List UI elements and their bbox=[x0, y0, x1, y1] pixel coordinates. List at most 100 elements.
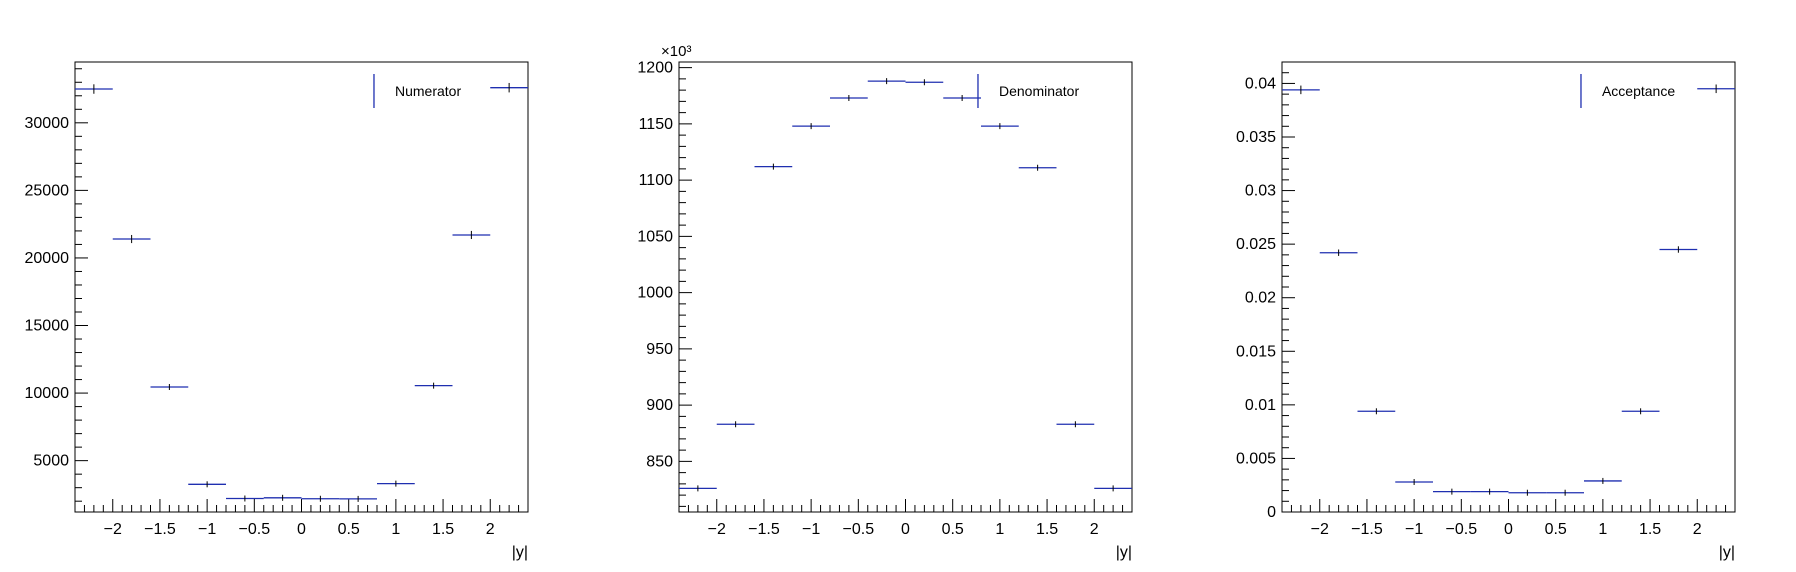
y-tick-label: 0 bbox=[1267, 504, 1276, 521]
x-tick-label: 0.5 bbox=[338, 521, 360, 538]
x-axis-title: |y| bbox=[1719, 544, 1735, 561]
plot-frame bbox=[1281, 61, 1736, 513]
data-point bbox=[830, 95, 868, 101]
plot-frame bbox=[74, 61, 529, 513]
y-tick-label: 900 bbox=[646, 397, 673, 414]
data-point bbox=[1470, 488, 1509, 495]
data-point bbox=[490, 82, 528, 93]
x-tick-label: −2 bbox=[104, 521, 122, 538]
data-point bbox=[1621, 408, 1660, 415]
x-tick-label: −1.5 bbox=[748, 521, 780, 538]
data-point bbox=[1546, 489, 1584, 496]
data-point bbox=[1659, 246, 1698, 253]
data-point bbox=[452, 230, 491, 240]
data-point bbox=[188, 481, 226, 488]
y-tick-label: 5000 bbox=[33, 453, 69, 470]
legend-label: Denominator bbox=[999, 83, 1079, 99]
legend: Numerator bbox=[373, 74, 461, 108]
y-tick-label: 1050 bbox=[637, 228, 673, 245]
data-point bbox=[150, 384, 189, 390]
data-point bbox=[377, 480, 415, 487]
data-point bbox=[339, 495, 377, 502]
data-point bbox=[1018, 164, 1057, 171]
data-point bbox=[1395, 479, 1433, 485]
x-tick-label: 0 bbox=[297, 521, 306, 538]
y-tick-label: 1000 bbox=[637, 285, 673, 302]
data-point bbox=[679, 485, 717, 492]
x-tick-label: −1 bbox=[1405, 521, 1423, 538]
x-tick-label: −1 bbox=[802, 521, 820, 538]
x-tick-label: −1.5 bbox=[144, 521, 176, 538]
legend-label: Numerator bbox=[395, 83, 461, 99]
chart-panel-2: −2 −1.5 −1 −0.5 0 0.5 1 1.5 2 850 900 950 1000 1050 11… bbox=[637, 43, 1133, 561]
x-tick-label: 0 bbox=[1504, 521, 1513, 538]
data-point bbox=[226, 495, 264, 502]
x-tick-label: −2 bbox=[708, 521, 726, 538]
y-tick-label: 0.03 bbox=[1245, 183, 1276, 200]
legend-label: Acceptance bbox=[1602, 83, 1675, 99]
x-tick-label: 2 bbox=[1090, 521, 1099, 538]
y-tick-label: 0.025 bbox=[1236, 236, 1276, 253]
x-tick-label: 1 bbox=[391, 521, 400, 538]
data-point bbox=[943, 95, 981, 101]
y-tick-label: 1200 bbox=[637, 60, 673, 77]
x-tick-label: 1 bbox=[1598, 521, 1607, 538]
x-tick-label: −1 bbox=[198, 521, 216, 538]
data-point bbox=[754, 163, 793, 170]
data-point bbox=[905, 79, 944, 86]
x-axis-title: |y| bbox=[512, 544, 528, 561]
chart-panel-3: −2 −1.5 −1 −0.5 0 0.5 1 1.5 2 0 0.005 0.01 0.015 0.02… bbox=[1236, 61, 1736, 561]
x-tick-label: 2 bbox=[1693, 521, 1702, 538]
y-tick-label: 25000 bbox=[25, 182, 70, 199]
plot-frame bbox=[678, 61, 1133, 513]
data-point bbox=[414, 382, 453, 389]
y-tick-label: 0.005 bbox=[1236, 450, 1276, 467]
x-tick-label: 1.5 bbox=[432, 521, 454, 538]
data-point bbox=[263, 494, 302, 501]
y-exponent-label: ×10³ bbox=[661, 43, 691, 60]
y-tick-label: 850 bbox=[646, 453, 673, 470]
x-tick-label: −0.5 bbox=[239, 521, 271, 538]
x-tick-label: 0.5 bbox=[942, 521, 964, 538]
data-point bbox=[1056, 421, 1095, 428]
x-tick-label: 1.5 bbox=[1036, 521, 1058, 538]
y-tick-label: 0.035 bbox=[1236, 129, 1276, 146]
data-point bbox=[867, 78, 906, 85]
x-tick-label: 2 bbox=[486, 521, 495, 538]
data-point bbox=[981, 123, 1019, 130]
data-point bbox=[1094, 485, 1132, 492]
x-tick-label: −0.5 bbox=[843, 521, 875, 538]
y-tick-label: 0.04 bbox=[1245, 75, 1276, 92]
y-tick-label: 20000 bbox=[25, 250, 70, 267]
data-point bbox=[112, 234, 151, 244]
y-tick-label: 0.02 bbox=[1245, 290, 1276, 307]
x-tick-label: −1.5 bbox=[1351, 521, 1383, 538]
chart-panel-1: −2 −1.5 −1 −0.5 0 0.5 1 1.5 25000100001500020000… bbox=[25, 61, 529, 561]
data-point bbox=[75, 84, 113, 94]
y-tick-label: 0.015 bbox=[1236, 343, 1276, 360]
y-tick-label: 30000 bbox=[25, 115, 70, 132]
y-tick-label: 1150 bbox=[639, 116, 674, 133]
y-tick-label: 950 bbox=[646, 341, 673, 358]
x-tick-label: 0 bbox=[901, 521, 910, 538]
legend: Denominator bbox=[977, 74, 1079, 108]
data-point bbox=[301, 495, 340, 502]
data-point bbox=[1697, 84, 1735, 94]
x-tick-label: −2 bbox=[1311, 521, 1329, 538]
y-tick-label: 15000 bbox=[25, 318, 70, 335]
data-point bbox=[716, 421, 755, 428]
data-point bbox=[1357, 408, 1396, 415]
y-tick-label: 0.01 bbox=[1245, 397, 1276, 414]
x-tick-label: 1.5 bbox=[1639, 521, 1661, 538]
data-point bbox=[792, 123, 830, 130]
data-point bbox=[1433, 488, 1471, 495]
data-point bbox=[1584, 477, 1622, 484]
data-point bbox=[1508, 489, 1547, 496]
data-point bbox=[1282, 85, 1320, 95]
x-tick-label: 0.5 bbox=[1545, 521, 1567, 538]
y-tick-label: 1100 bbox=[639, 172, 674, 189]
y-tick-label: 10000 bbox=[25, 385, 70, 402]
x-tick-label: −0.5 bbox=[1446, 521, 1478, 538]
x-axis-title: |y| bbox=[1116, 544, 1132, 561]
